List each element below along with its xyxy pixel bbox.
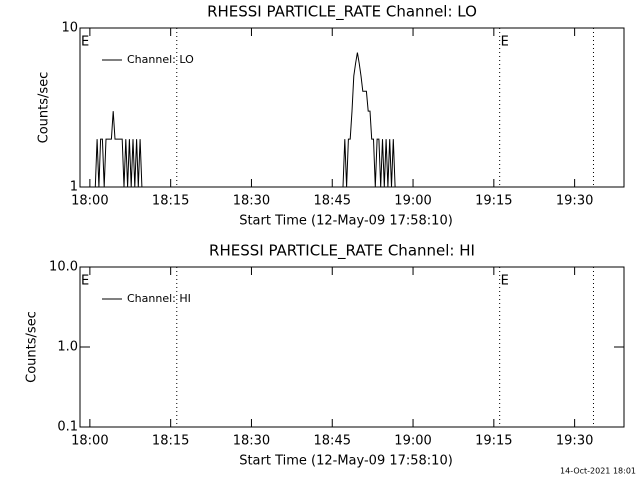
x-tick-label: 19:15 [475, 434, 512, 449]
x-axis-label: Start Time (12-May-09 17:58:10) [239, 454, 453, 469]
flag-label: E [501, 274, 509, 289]
x-tick-label: 18:15 [152, 434, 189, 449]
y-tick-label: 10 [61, 21, 78, 36]
flag-label: E [501, 35, 509, 50]
y-tick-label: 1 [70, 180, 78, 195]
x-tick-label: 18:00 [71, 194, 108, 209]
legend-label: Channel: LO [127, 53, 194, 66]
x-tick-label: 18:30 [233, 434, 270, 449]
x-tick-label: 18:30 [233, 194, 270, 209]
flag-label: E [81, 35, 89, 50]
x-tick-label: 19:00 [394, 434, 431, 449]
y-tick-label: 1.0 [57, 340, 78, 355]
x-tick-label: 19:00 [394, 194, 431, 209]
x-tick-label: 19:15 [475, 194, 512, 209]
x-tick-label: 19:30 [556, 434, 593, 449]
x-axis-label: Start Time (12-May-09 17:58:10) [239, 214, 453, 229]
x-tick-label: 18:00 [71, 434, 108, 449]
flag-label: E [81, 274, 89, 289]
footer: 14-Oct-2021 18:01 [560, 467, 636, 476]
y-tick-label: 0.1 [57, 420, 78, 435]
y-axis-label: Counts/sec [37, 72, 52, 144]
data-line [94, 52, 396, 188]
legend-label: Channel: HI [127, 292, 191, 305]
plot-frame [79, 27, 625, 188]
chart-title: RHESSI PARTICLE_RATE Channel: HI [209, 242, 475, 261]
y-axis-label: Counts/sec [25, 311, 40, 383]
plot-frame [79, 266, 625, 428]
x-tick-label: 19:30 [556, 194, 593, 209]
x-tick-label: 18:15 [152, 194, 189, 209]
x-tick-label: 18:45 [314, 194, 351, 209]
y-tick-label: 10.0 [49, 260, 78, 275]
x-tick-label: 18:45 [314, 434, 351, 449]
chart-title: RHESSI PARTICLE_RATE Channel: LO [207, 3, 477, 22]
